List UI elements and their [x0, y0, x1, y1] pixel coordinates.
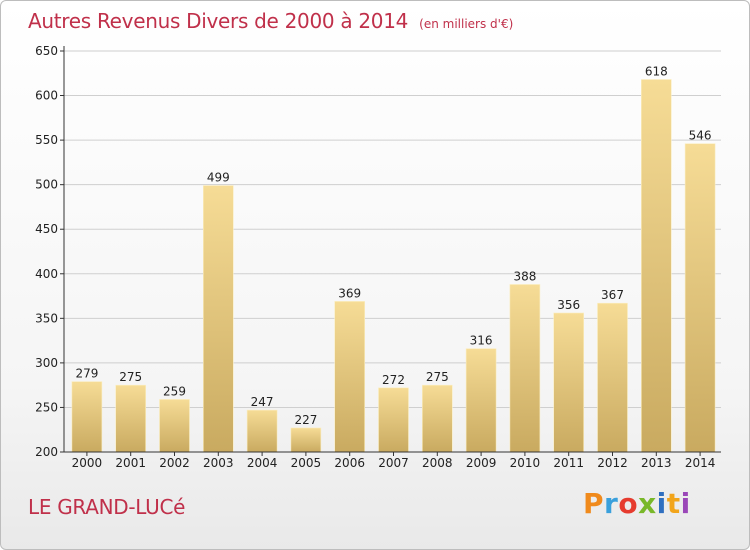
bar-2009	[465, 348, 497, 453]
bar-2008	[421, 384, 453, 453]
bar-2000	[71, 381, 103, 453]
chart-unit: (en milliers d'€)	[419, 17, 514, 31]
bar-2004	[246, 409, 278, 453]
labels: 200 250 300 350 400 450 500 550 600 650 279 2000 275…	[35, 44, 715, 470]
bar-2007	[378, 387, 409, 453]
x-tick-label: 2004	[247, 456, 278, 470]
value-label: 247	[251, 395, 274, 409]
bar-2011	[553, 312, 585, 453]
x-tick-label: 2005	[291, 456, 322, 470]
logo-letter: i	[656, 487, 667, 520]
bar-2005	[290, 427, 322, 453]
bar-2003	[203, 185, 234, 453]
bar-2002	[159, 399, 190, 453]
proxiti-logo: Proxiti	[583, 487, 691, 520]
logo-letter: t	[666, 487, 681, 520]
value-label: 618	[645, 65, 668, 79]
y-tick-label: 650	[35, 44, 58, 58]
y-tick-label: 400	[35, 267, 58, 281]
logo-letter: P	[583, 487, 605, 520]
value-label: 388	[513, 269, 536, 283]
y-tick-label: 250	[35, 400, 58, 414]
x-tick-label: 2008	[422, 456, 453, 470]
bar-2014	[684, 143, 716, 453]
chart-title-block: Autres Revenus Divers de 2000 à 2014 (en…	[28, 9, 513, 33]
bar-2001	[115, 384, 146, 453]
x-tick-label: 2007	[378, 456, 409, 470]
value-label: 279	[75, 367, 98, 381]
x-tick-label: 2010	[510, 456, 541, 470]
logo-letter: r	[604, 487, 619, 520]
x-tick-label: 2014	[685, 456, 716, 470]
logo-letter: o	[618, 487, 639, 520]
y-tick-label: 500	[35, 178, 58, 192]
bar-2012	[597, 302, 628, 453]
x-tick-label: 2012	[597, 456, 628, 470]
axes	[60, 46, 721, 456]
y-tick-label: 350	[35, 311, 58, 325]
value-label: 499	[207, 171, 230, 185]
x-tick-label: 2001	[115, 456, 146, 470]
value-label: 275	[426, 370, 449, 384]
value-label: 316	[470, 334, 493, 348]
y-tick-label: 200	[35, 445, 58, 459]
bar-2006	[334, 301, 366, 453]
x-tick-label: 2009	[466, 456, 497, 470]
x-tick-label: 2000	[72, 456, 103, 470]
value-label: 367	[601, 288, 624, 302]
value-label: 272	[382, 373, 405, 387]
x-tick-label: 2011	[553, 456, 584, 470]
value-label: 356	[557, 298, 580, 312]
place-name: LE GRAND-LUCé	[28, 495, 186, 519]
y-tick-label: 600	[35, 89, 58, 103]
bar-2010	[509, 284, 541, 453]
x-tick-label: 2002	[159, 456, 190, 470]
y-tick-label: 450	[35, 222, 58, 236]
bar-2013	[640, 79, 672, 453]
value-label: 275	[119, 370, 142, 384]
value-label: 259	[163, 384, 186, 398]
value-label: 227	[294, 413, 317, 427]
y-tick-label: 550	[35, 133, 58, 147]
logo-letter: x	[638, 487, 657, 520]
logo-letter: i	[680, 487, 691, 520]
x-tick-label: 2003	[203, 456, 234, 470]
value-label: 369	[338, 286, 361, 300]
bars	[71, 79, 716, 453]
value-label: 546	[689, 129, 712, 143]
y-tick-label: 300	[35, 356, 58, 370]
x-tick-label: 2013	[641, 456, 672, 470]
x-tick-label: 2006	[334, 456, 365, 470]
chart-title: Autres Revenus Divers de 2000 à 2014	[28, 9, 409, 33]
